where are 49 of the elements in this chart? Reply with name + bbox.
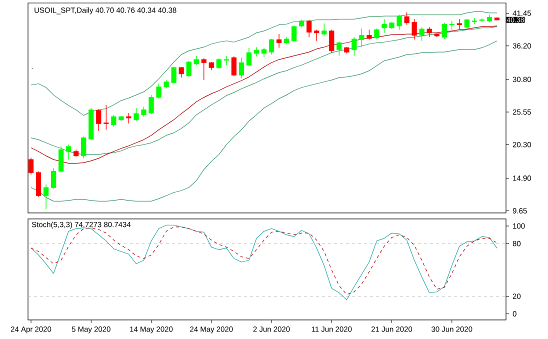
candlestick (96, 108, 102, 132)
candlestick (261, 47, 267, 58)
candlestick (201, 58, 206, 80)
candlestick (426, 26, 432, 38)
candlestick (396, 14, 402, 30)
candlestick (268, 38, 274, 55)
candlestick (178, 66, 184, 78)
candlestick (231, 56, 236, 77)
candlestick (464, 18, 470, 29)
candlestick (382, 18, 387, 34)
candlestick (276, 34, 282, 48)
candlestick (472, 18, 477, 24)
candlestick (224, 55, 229, 66)
candlestick (254, 46, 260, 57)
candlestick (81, 136, 86, 159)
candlestick (43, 184, 49, 210)
candlestick (171, 66, 176, 84)
candlestick (366, 29, 372, 40)
candlestick (412, 18, 417, 40)
candlestick (36, 171, 42, 198)
candlestick (456, 18, 462, 30)
candlestick (329, 29, 334, 54)
candlestick (374, 28, 380, 40)
candlestick (141, 106, 146, 118)
candlestick (66, 144, 72, 160)
candlestick (156, 83, 162, 100)
candlestick (322, 23, 327, 36)
candlestick (216, 58, 222, 70)
candlestick (186, 60, 192, 78)
candlestick (246, 47, 252, 67)
candlestick (111, 114, 116, 127)
candlestick (314, 29, 320, 42)
candlestick (352, 36, 357, 56)
candlestick (419, 26, 424, 42)
candlestick (51, 168, 56, 190)
candlestick (126, 112, 132, 124)
candlestick (194, 55, 199, 66)
candlestick (148, 94, 154, 115)
candlestick (28, 157, 34, 175)
candlestick (359, 28, 364, 48)
candlestick (306, 19, 312, 38)
candlestick (292, 25, 297, 42)
candlestick (58, 146, 64, 173)
candlestick (336, 41, 342, 56)
candlestick (442, 22, 447, 40)
candlestick (238, 57, 244, 79)
candlestick (134, 108, 139, 122)
candlestick (404, 12, 410, 26)
candlestick (104, 104, 109, 130)
